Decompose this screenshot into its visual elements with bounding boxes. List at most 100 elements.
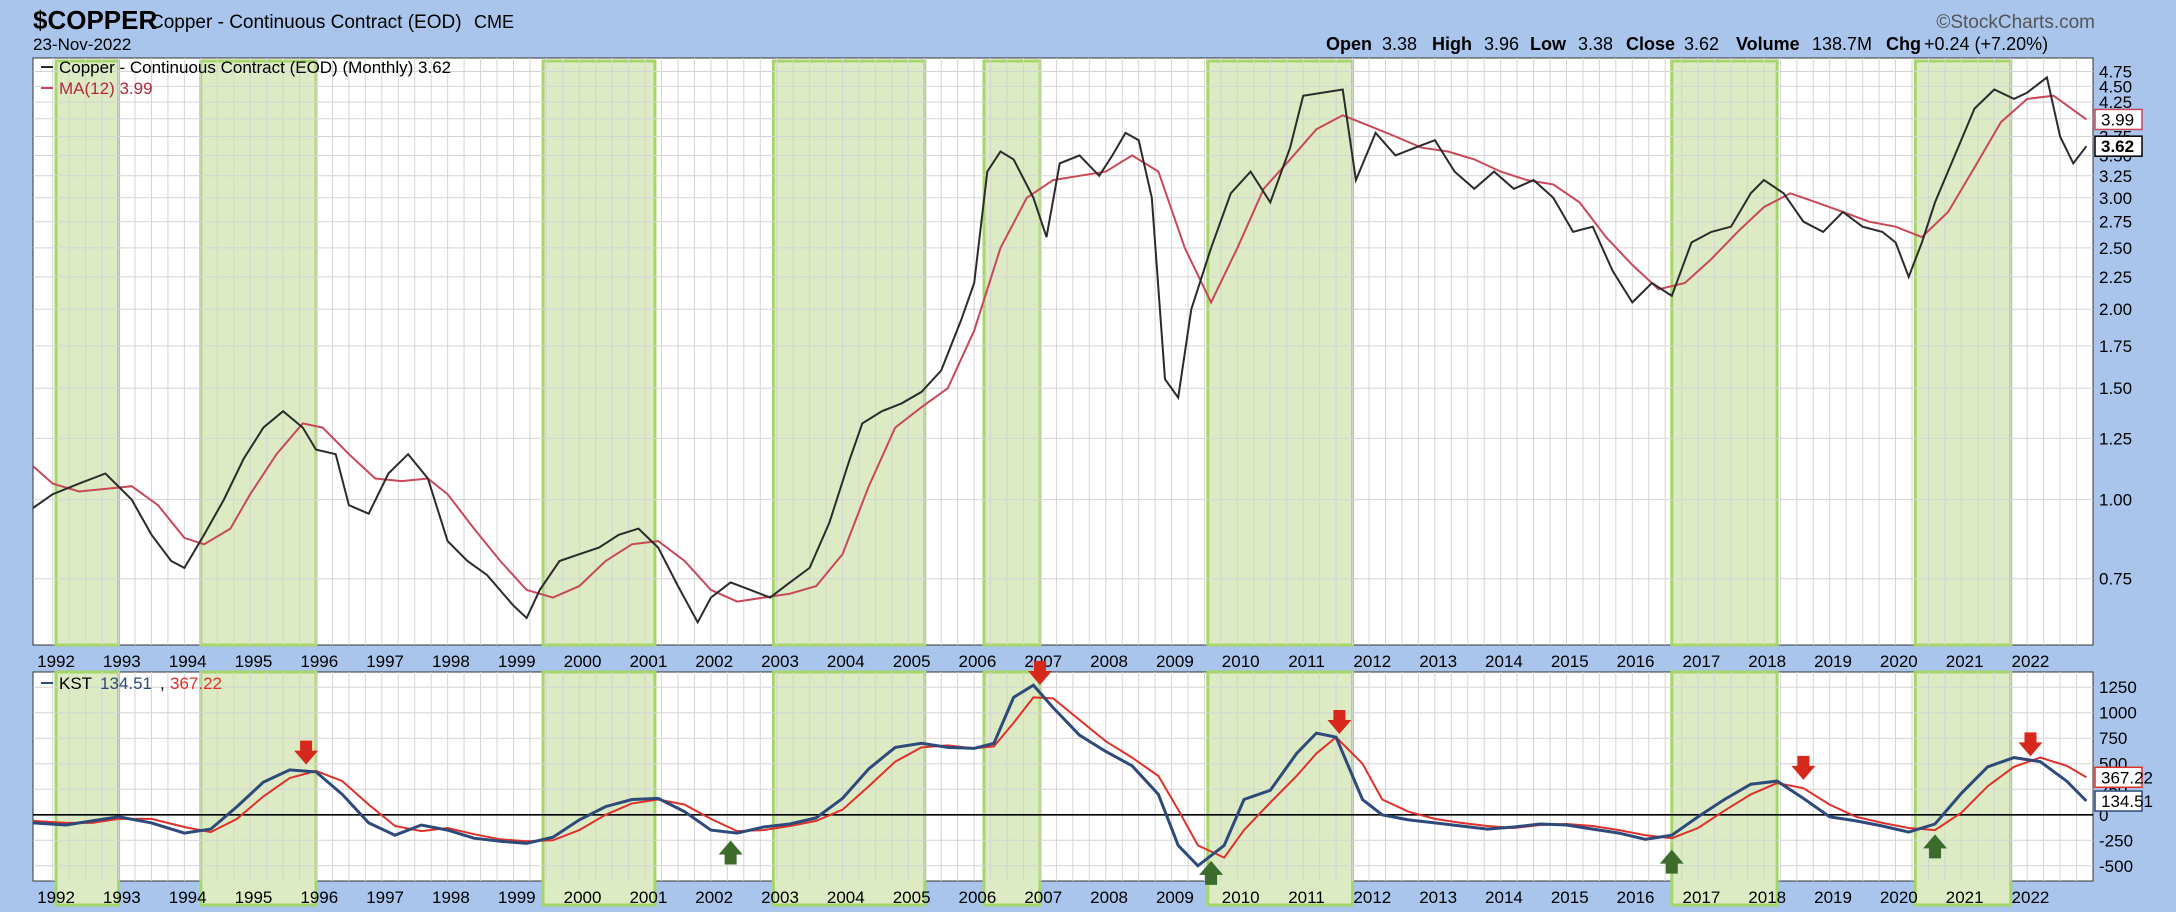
price-ytick-label: 2.50 — [2099, 239, 2132, 258]
volume-value: 138.7M — [1812, 34, 1872, 54]
price-ytick-label: 1.00 — [2099, 491, 2132, 510]
kst-xtick-label: 2013 — [1419, 888, 1457, 907]
price-xtick-label: 1992 — [37, 652, 75, 671]
close-label: Close — [1626, 34, 1675, 54]
price-ytick-label: 4.75 — [2099, 63, 2132, 82]
kst-line — [32, 683, 2088, 868]
signal-last-value-box — [2094, 766, 2143, 789]
kst-xtick-label: 2012 — [1353, 888, 1391, 907]
kst-ytick-label: 750 — [2099, 729, 2127, 748]
price-shaded-period — [54, 59, 121, 647]
kst-xtick-label: 2001 — [629, 888, 667, 907]
sell-arrow-icon — [1791, 755, 1816, 780]
high-label: High — [1432, 34, 1472, 54]
price-xtick-label: 2014 — [1485, 652, 1523, 671]
kst-xtick-label: 1999 — [498, 888, 536, 907]
price-ytick-label: 3.25 — [2099, 167, 2132, 186]
instrument-name: Copper - Continuous Contract (EOD) — [150, 12, 462, 33]
ma-last-value: 3.99 — [2101, 110, 2134, 129]
buy-arrow-icon — [1923, 834, 1948, 859]
price-shaded-period — [1670, 59, 1779, 647]
kst-xtick-label: 2015 — [1551, 888, 1589, 907]
buy-arrow-icon — [1659, 849, 1684, 874]
kst-xtick-label: 1995 — [235, 888, 273, 907]
price-legend: Copper - Continuous Contract (EOD) (Mont… — [41, 58, 451, 98]
price-xtick-label: 2016 — [1617, 652, 1655, 671]
price-x-axis: 1992 1993 1994 1995 1996 1997 1998 1999 2000 2001… — [37, 652, 2049, 671]
price-xtick-label: 2008 — [1090, 652, 1128, 671]
price-xtick-label: 1997 — [366, 652, 404, 671]
price-shaded-period — [541, 59, 657, 647]
price-xtick-label: 2003 — [761, 652, 799, 671]
kst-xtick-label: 2020 — [1880, 888, 1918, 907]
kst-xtick-label: 2018 — [1748, 888, 1786, 907]
kst-xtick-label: 2004 — [827, 888, 865, 907]
price-xtick-label: 2000 — [564, 652, 602, 671]
kst-shaded-period — [1913, 670, 2013, 907]
legend-kst-value: 134.51 — [100, 674, 152, 693]
kst-shaded-period — [541, 670, 657, 907]
chart-date: 23-Nov-2022 — [33, 35, 131, 54]
price-ytick-label: 2.25 — [2099, 268, 2132, 287]
kst-legend: KST 134.51 , 367.22 — [41, 674, 222, 693]
price-last-value: 3.62 — [2101, 137, 2134, 156]
kst-xtick-label: 2003 — [761, 888, 799, 907]
price-panel — [32, 57, 2094, 646]
kst-series-group — [32, 683, 2088, 868]
price-series-group — [32, 75, 2088, 625]
kst-xtick-label: 2006 — [959, 888, 997, 907]
sell-arrow-icon — [2018, 732, 2043, 757]
kst-signal-line — [32, 696, 2087, 859]
price-xtick-label: 1999 — [498, 652, 536, 671]
price-xtick-label: 2020 — [1880, 652, 1918, 671]
price-xtick-label: 1998 — [432, 652, 470, 671]
kst-ytick-label: 0 — [2099, 806, 2108, 825]
legend-kst-signal: 367.22 — [170, 674, 222, 693]
exchange-label: CME — [474, 12, 514, 32]
kst-ytick-label: 1250 — [2099, 678, 2137, 697]
kst-xtick-label: 2000 — [564, 888, 602, 907]
kst-xtick-label: 2022 — [2012, 888, 2050, 907]
kst-xtick-label: 2014 — [1485, 888, 1523, 907]
watermark: ©StockCharts.com — [1936, 12, 2095, 33]
price-xtick-label: 1996 — [300, 652, 338, 671]
kst-xtick-label: 1994 — [169, 888, 207, 907]
price-last-value-box — [2094, 135, 2143, 157]
high-value: 3.96 — [1484, 34, 1519, 54]
price-ytick-label: 0.75 — [2099, 570, 2132, 589]
kst-ytick-label: -500 — [2099, 857, 2133, 876]
kst-xtick-label: 2002 — [695, 888, 733, 907]
price-ytick-label: 1.25 — [2099, 429, 2132, 448]
kst-shaded-period — [1206, 670, 1355, 907]
kst-shaded-period — [771, 670, 927, 907]
kst-xtick-label: 2016 — [1617, 888, 1655, 907]
open-label: Open — [1326, 34, 1372, 54]
kst-xtick-label: 2008 — [1090, 888, 1128, 907]
kst-xtick-label: 1998 — [432, 888, 470, 907]
kst-shaded-period — [982, 670, 1042, 907]
price-xtick-label: 2006 — [959, 652, 997, 671]
kst-xtick-label: 2007 — [1024, 888, 1062, 907]
price-xtick-label: 2012 — [1353, 652, 1391, 671]
price-xtick-label: 2002 — [695, 652, 733, 671]
kst-xtick-label: 1996 — [300, 888, 338, 907]
price-xtick-label: 2010 — [1222, 652, 1260, 671]
kst-xtick-label: 2005 — [893, 888, 931, 907]
price-xtick-label: 2019 — [1814, 652, 1852, 671]
chg-label: Chg — [1886, 34, 1921, 54]
price-xtick-label: 2001 — [629, 652, 667, 671]
price-xtick-label: 2013 — [1419, 652, 1457, 671]
price-ytick-label: 1.75 — [2099, 337, 2132, 356]
price-line — [32, 75, 2088, 625]
legend-kst-name: KST — [59, 674, 92, 693]
kst-xtick-label: 2017 — [1682, 888, 1720, 907]
sell-arrow-icon — [1027, 661, 1052, 685]
price-shaded-period — [1913, 59, 2013, 647]
kst-last-value-tags: 367.22 134.51 — [2094, 766, 2153, 812]
price-xtick-label: 2015 — [1551, 652, 1589, 671]
ma-line — [32, 94, 2087, 603]
price-xtick-label: 1993 — [103, 652, 141, 671]
price-grid — [33, 58, 2093, 645]
kst-xtick-label: 2019 — [1814, 888, 1852, 907]
